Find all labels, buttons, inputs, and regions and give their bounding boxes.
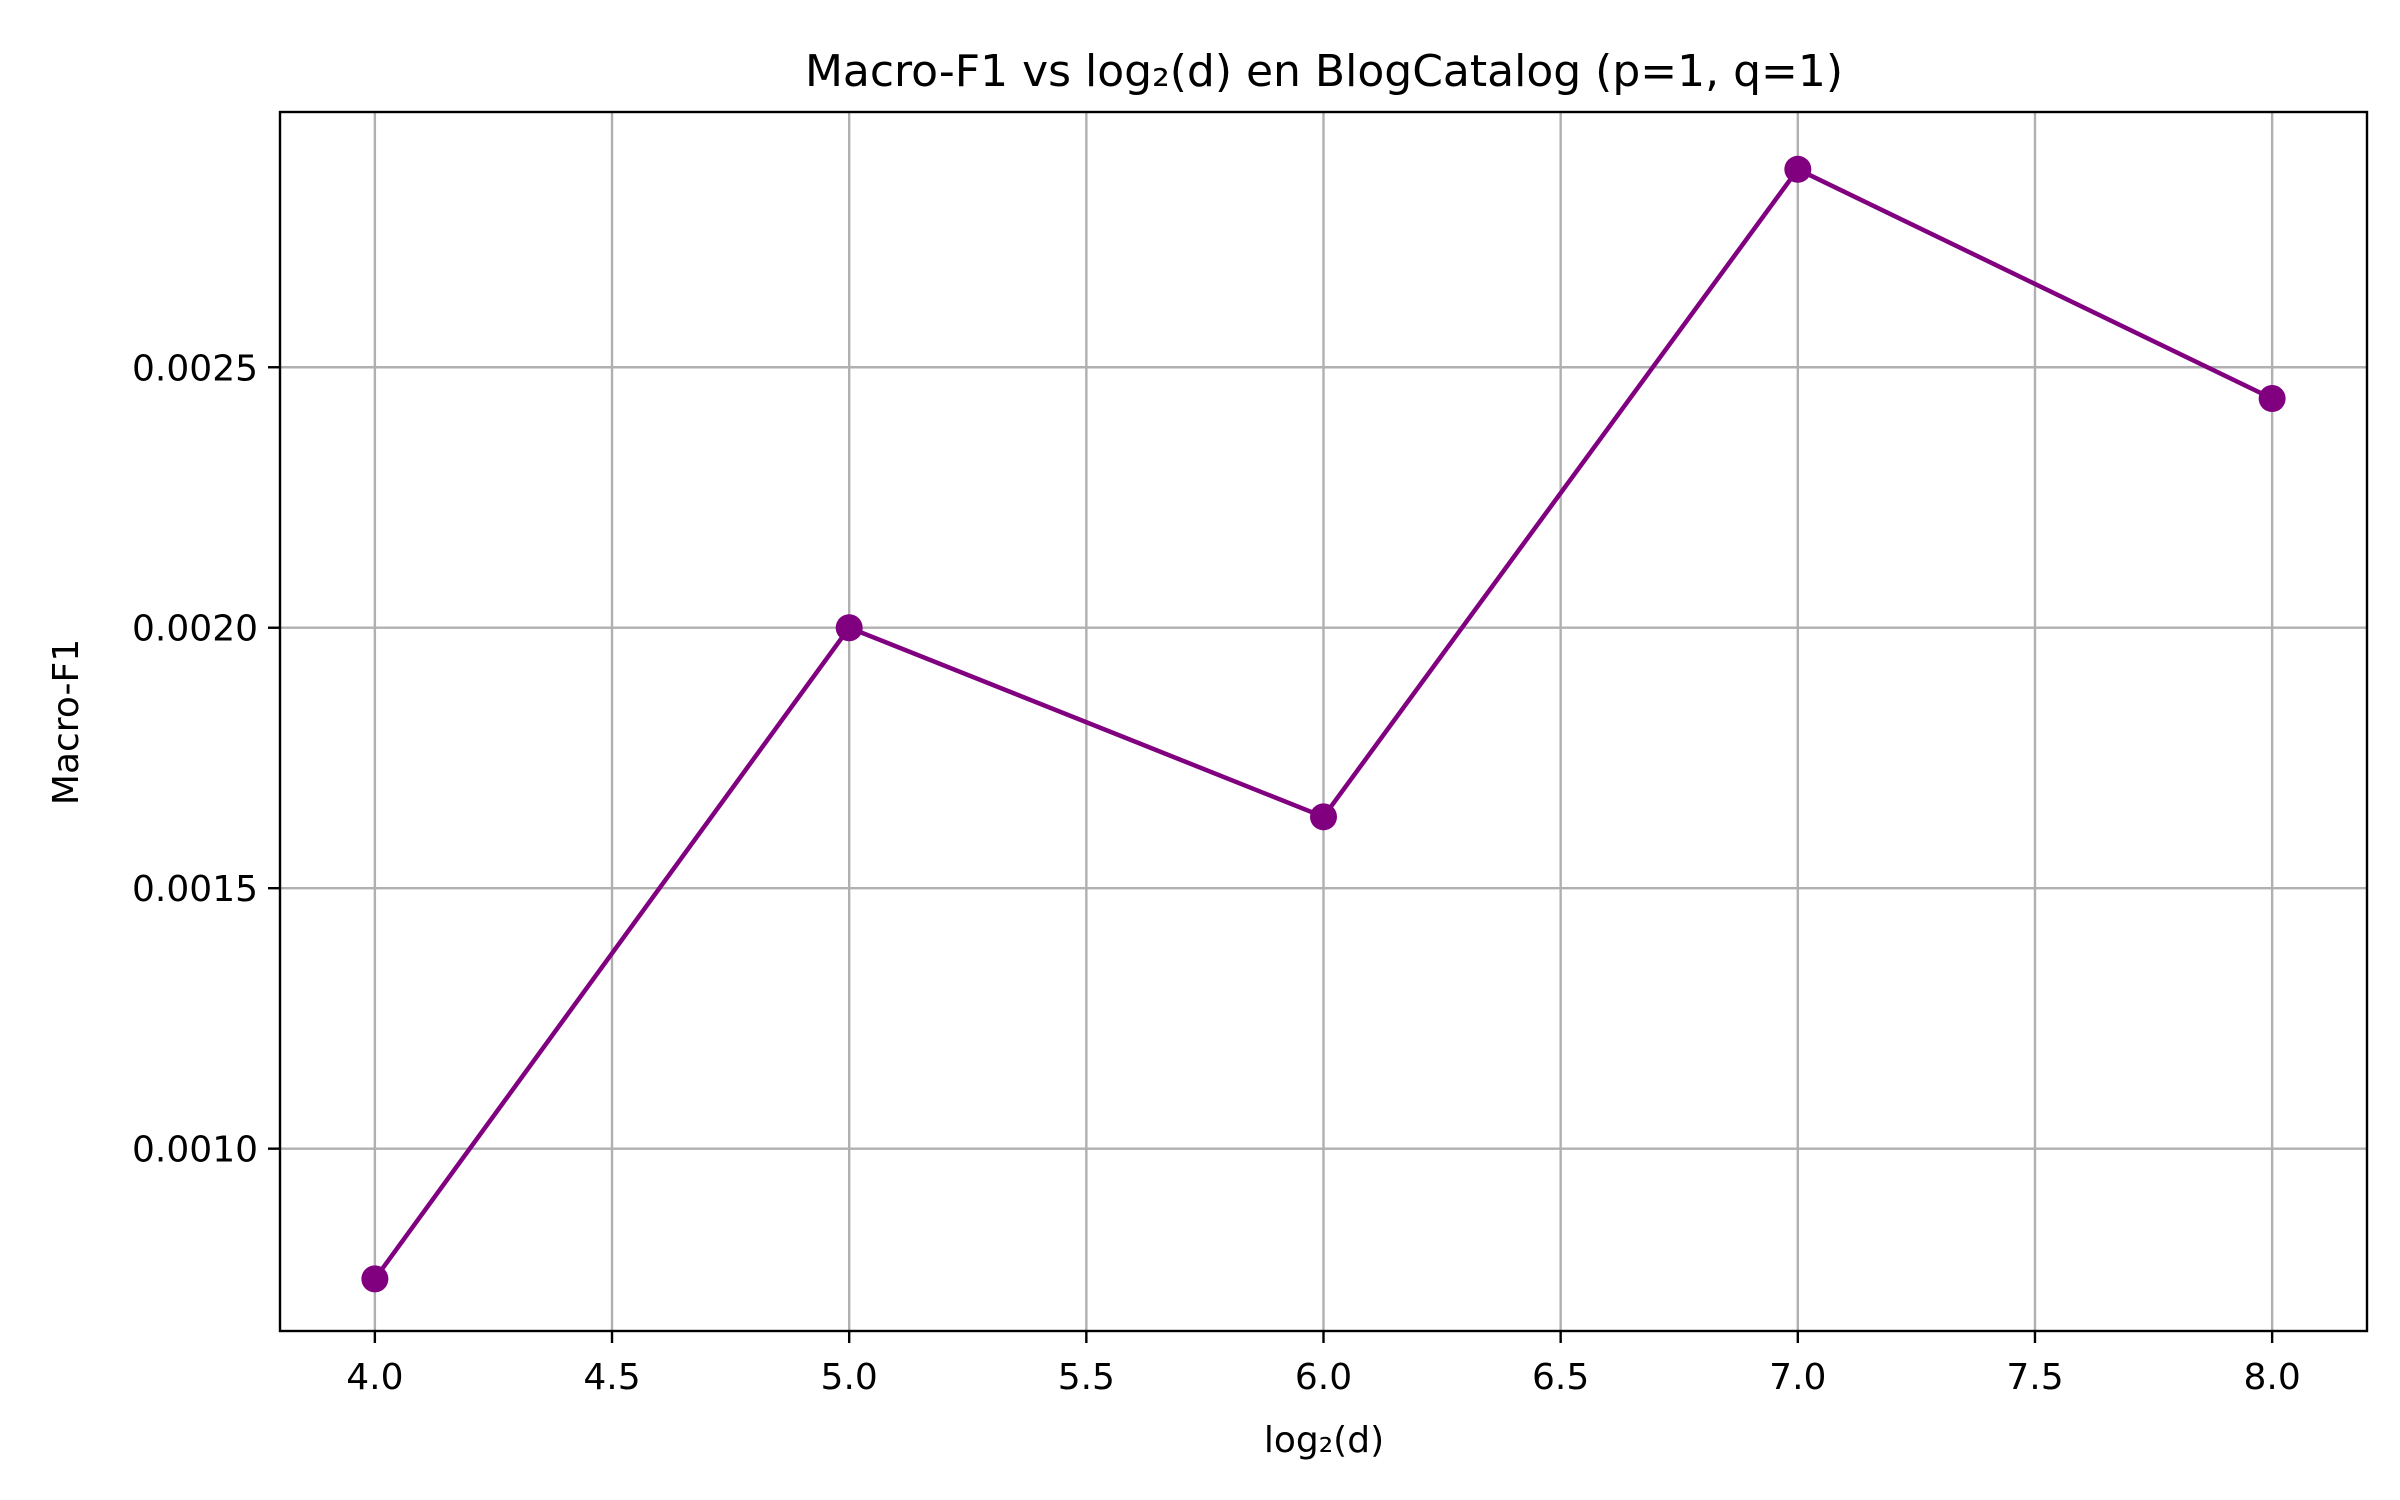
y-tick-label: 0.0010 (132, 1130, 258, 1171)
x-tick-label: 6.5 (1532, 1357, 1589, 1398)
data-point (2258, 385, 2286, 413)
chart-title: Macro-F1 vs log₂(d) en BlogCatalog (p=1,… (805, 46, 1843, 97)
grid (280, 112, 2367, 1331)
data-point (1310, 803, 1337, 831)
data-point (361, 1265, 389, 1293)
y-tick-label: 0.0025 (132, 348, 258, 389)
axis-ticks: 4.0 4.5 5.0 5.5 6.0 6.5 7.0 7.5 8.0 0.0010 0.0015 0… (132, 348, 2301, 1398)
x-tick-label: 8.0 (2244, 1357, 2301, 1398)
x-tick-label: 4.0 (346, 1357, 403, 1398)
x-axis-label: log₂(d) (1264, 1420, 1384, 1461)
series-layer (361, 155, 2286, 1293)
y-tick-label: 0.0015 (132, 869, 258, 910)
y-axis-label: Macro-F1 (46, 639, 87, 805)
x-tick-label: 6.0 (1295, 1357, 1352, 1398)
data-point (1784, 155, 1812, 183)
x-tick-label: 5.0 (821, 1357, 878, 1398)
x-tick-label: 7.5 (2006, 1357, 2063, 1398)
data-point (835, 614, 863, 642)
x-tick-label: 4.5 (583, 1357, 640, 1398)
x-tick-label: 5.5 (1058, 1357, 1115, 1398)
x-tick-label: 7.0 (1769, 1357, 1826, 1398)
y-tick-label: 0.0020 (132, 609, 258, 650)
